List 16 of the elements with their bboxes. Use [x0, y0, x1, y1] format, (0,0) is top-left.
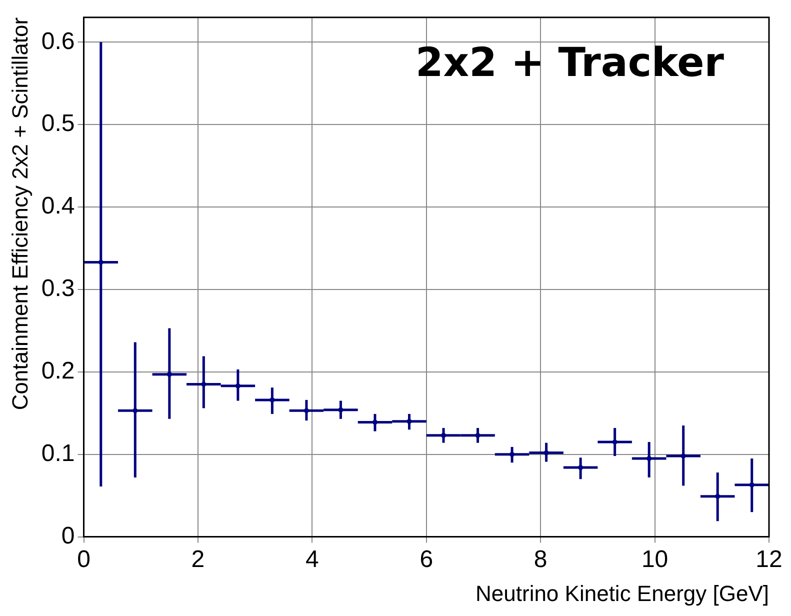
annotation: 2x2 + Tracker: [415, 40, 724, 86]
x-tick-label: 6: [420, 546, 434, 573]
y-axis-title: Containment Efficiency 2x2 + Scintillator: [7, 17, 32, 410]
y-tick-label: 0.3: [41, 275, 75, 302]
x-axis-title: Neutrino Kinetic Energy [GeV]: [476, 580, 769, 606]
x-tick-label: 10: [641, 546, 668, 573]
x-tick-label: 8: [534, 546, 548, 573]
y-tick-label: 0.2: [41, 358, 75, 385]
x-tick-label: 2: [191, 546, 205, 573]
x-tick-label: 12: [756, 546, 782, 573]
y-tick-label: 0.6: [41, 28, 75, 55]
y-tick-label: 0.4: [41, 192, 75, 220]
y-tick-label: 0: [61, 522, 75, 550]
x-tick-label: 4: [305, 546, 319, 573]
y-tick-label: 0.1: [41, 440, 75, 467]
y-tick-label: 0.5: [41, 110, 75, 138]
